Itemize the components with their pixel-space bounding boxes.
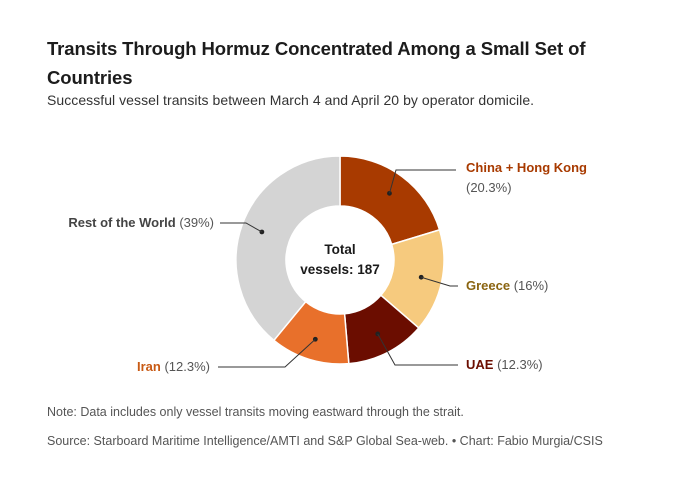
slice-label-uae: UAE (12.3%): [466, 357, 543, 372]
leader-dot-rest-of-the-world: [259, 229, 265, 235]
leader-line-iran: [218, 338, 316, 368]
slice-name-greece: Greece: [466, 278, 514, 293]
center-label-line-2: vessels: 187: [300, 262, 380, 277]
slice-pct-rest-of-the-world: (39%): [179, 215, 214, 230]
slice-rest-of-the-world: [235, 155, 341, 342]
slice-china-hong-kong: [339, 155, 441, 246]
chart-subtitle: Successful vessel transits between March…: [47, 92, 535, 108]
slice-pct-iran: (12.3%): [164, 359, 210, 374]
slice-label-china-hong-kong: China + Hong Kong: [466, 160, 587, 175]
chart-source: Source: Starboard Maritime Intelligence/…: [47, 434, 603, 448]
slice-label-iran: Iran (12.3%): [137, 359, 210, 374]
leader-line-greece: [421, 276, 458, 287]
slice-name-iran: Iran: [137, 359, 164, 374]
leader-line-rest-of-the-world: [220, 222, 263, 233]
slice-label-rest-of-the-world: Rest of the World (39%): [68, 215, 214, 230]
slice-pct-uae: (12.3%): [497, 357, 543, 372]
slice-pct-greece: (16%): [514, 278, 549, 293]
chart-title: Transits Through Hormuz Concentrated Amo…: [47, 38, 586, 88]
leader-line-uae: [377, 333, 458, 366]
chart-note: Note: Data includes only vessel transits…: [47, 405, 464, 419]
slice-name-rest-of-the-world: Rest of the World: [68, 215, 179, 230]
slice-name-uae: UAE: [466, 357, 497, 372]
slice-pct-china-hong-kong: (20.3%): [466, 180, 512, 195]
center-label-line-1: Total: [324, 242, 355, 257]
slice-label-greece: Greece (16%): [466, 278, 548, 293]
leader-line-china-hong-kong: [388, 169, 456, 194]
